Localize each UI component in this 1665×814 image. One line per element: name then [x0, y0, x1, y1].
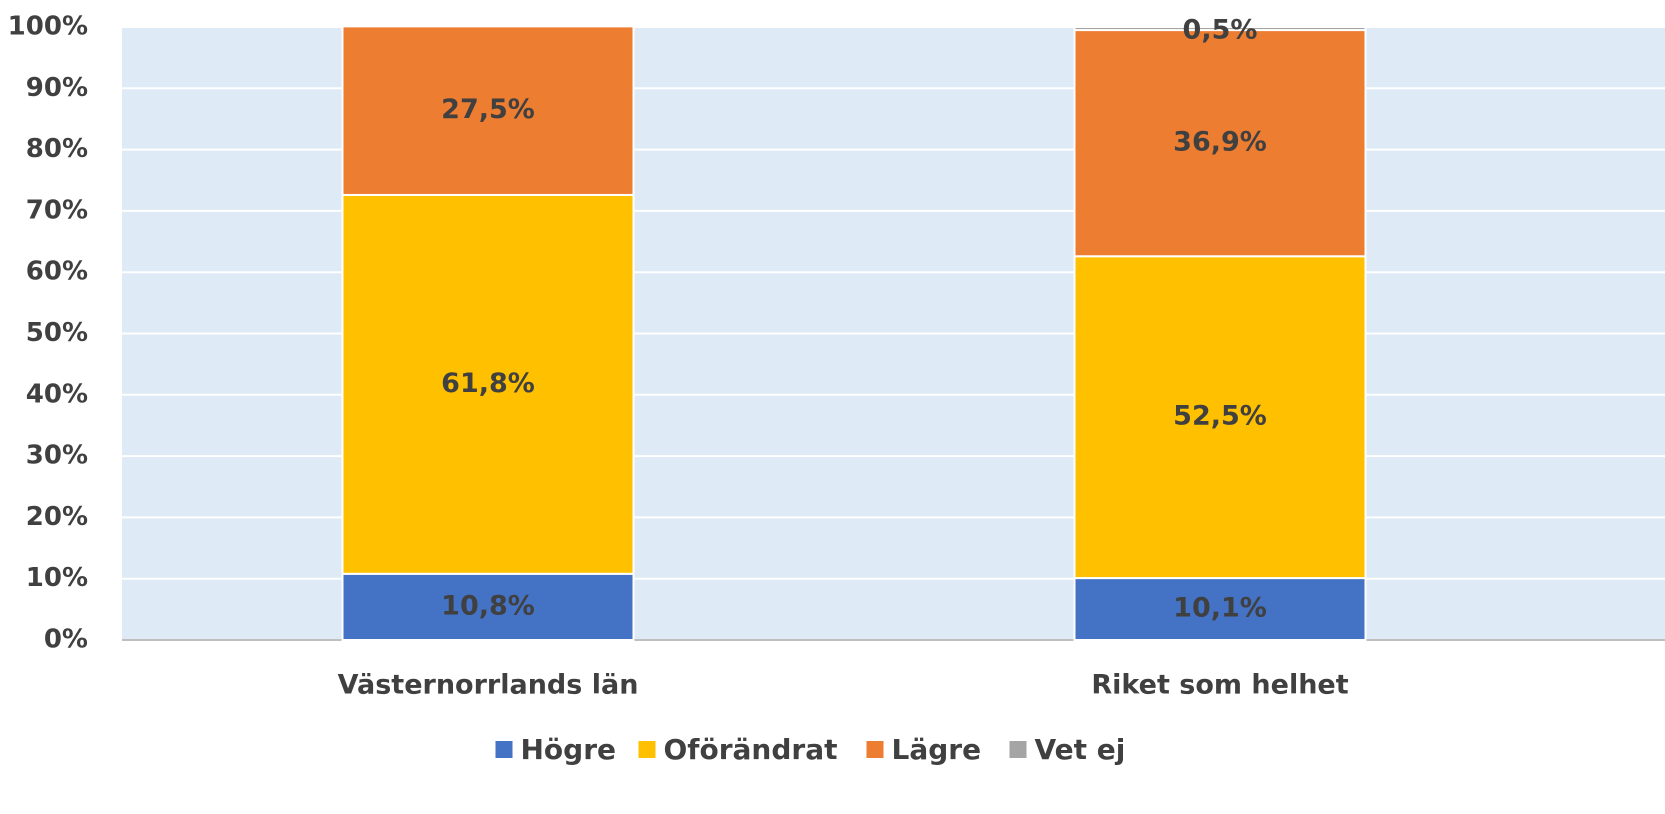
value-label: 27,5% [441, 94, 535, 125]
y-tick-label: 40% [26, 379, 88, 409]
bar-segment [341, 193, 635, 575]
value-label: 36,9% [1173, 127, 1267, 158]
value-label: 10,8% [441, 590, 535, 621]
x-tick-label: Västernorrlands län [338, 670, 639, 701]
legend-swatch [1009, 741, 1027, 758]
bar-segment [1073, 29, 1367, 258]
y-tick-label: 30% [26, 441, 88, 471]
y-tick-label: 90% [26, 73, 88, 103]
y-tick-label: 100% [8, 12, 88, 42]
bar-segment [1073, 577, 1367, 641]
y-tick-label: 60% [26, 257, 88, 287]
bar-segment [1073, 255, 1367, 580]
y-tick-label: 10% [26, 563, 88, 593]
legend-swatch [495, 741, 513, 758]
value-label: 0,5% [1183, 15, 1258, 46]
legend-swatch [866, 741, 884, 758]
y-tick-label: 70% [26, 195, 88, 225]
value-label: 52,5% [1173, 401, 1267, 432]
legend-label: Högre [521, 733, 617, 766]
legend-label: Oförändrat [664, 733, 838, 766]
legend-label: Vet ej [1035, 733, 1126, 766]
legend-label: Lägre [892, 733, 982, 766]
legend-swatch [638, 741, 656, 758]
value-label: 61,8% [441, 368, 535, 399]
y-tick-label: 50% [26, 318, 88, 348]
y-tick-label: 20% [26, 502, 88, 532]
y-tick-label: 80% [26, 134, 88, 164]
value-label: 10,1% [1173, 593, 1267, 624]
bar-segment [1073, 26, 1367, 32]
bar-segment [341, 572, 635, 642]
y-tick-label: 0% [44, 625, 88, 655]
x-tick-label: Riket som helhet [1091, 670, 1348, 701]
bar-segment [341, 25, 635, 196]
